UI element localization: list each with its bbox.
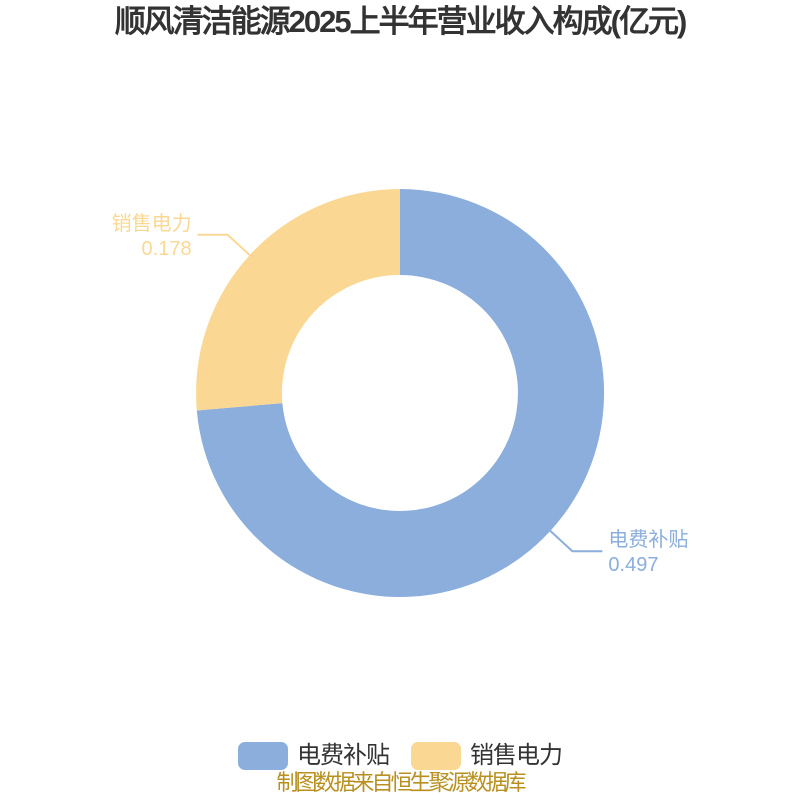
chart-title: 顺风清洁能源2025上半年营业收入构成(亿元) — [114, 4, 688, 39]
label-leader-line — [549, 530, 603, 553]
slice-label: 销售电力 0.178 — [112, 212, 192, 260]
label-leader-line — [197, 233, 251, 256]
pie-slice-1[interactable] — [196, 189, 400, 411]
legend: 电费补贴 销售电力 — [0, 740, 800, 772]
legend-swatch — [411, 742, 461, 770]
legend-item-1[interactable]: 销售电力 — [411, 742, 563, 770]
slice-label: 电费补贴 0.497 — [608, 528, 688, 576]
donut-chart: 电费补贴 0.497 销售电力 0.178 — [112, 188, 688, 597]
legend-item-0[interactable]: 电费补贴 — [238, 742, 390, 770]
legend-swatch — [238, 742, 288, 770]
data-source-caption: 制图数据来自恒生聚源数据库 — [276, 770, 526, 795]
legend-label: 电费补贴 — [297, 742, 390, 769]
legend-label: 销售电力 — [470, 742, 563, 769]
pie-slice-0[interactable] — [196, 188, 605, 597]
